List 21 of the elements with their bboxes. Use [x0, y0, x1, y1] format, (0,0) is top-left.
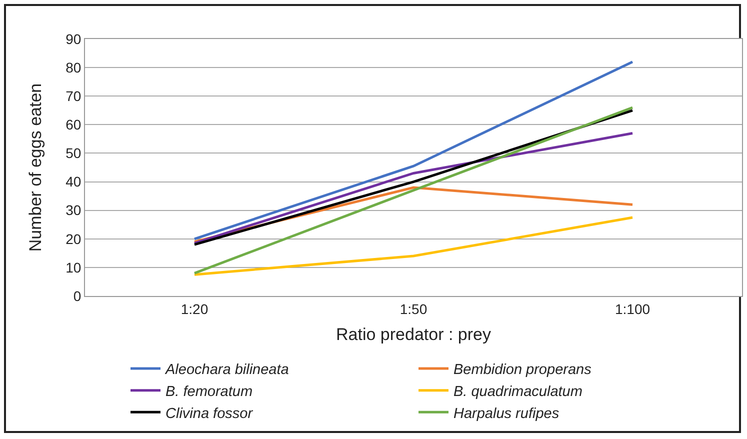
x-axis-title: Ratio predator : prey [336, 325, 492, 344]
y-tick-label: 80 [66, 59, 82, 76]
y-tick-label: 10 [66, 259, 82, 276]
legend-label: B. femoratum [166, 384, 253, 400]
y-tick-label: 70 [66, 88, 82, 104]
y-tick-label: 40 [66, 174, 82, 190]
legend-label: Aleochara bilineata [164, 362, 289, 378]
legend-label: Clivina fossor [166, 406, 254, 422]
legend-label: Harpalus rufipes [454, 406, 560, 422]
x-tick-label: 1:100 [614, 300, 650, 317]
y-tick-label: 60 [66, 116, 82, 133]
y-tick-label: 20 [66, 230, 82, 247]
legend-label: Bembidion properans [454, 362, 592, 378]
y-tick-label: 30 [66, 202, 82, 218]
x-tick-label: 1:20 [180, 300, 208, 317]
y-tick-label: 50 [66, 145, 82, 162]
y-tick-label: 90 [66, 30, 82, 47]
legend-label: B. quadrimaculatum [454, 384, 582, 400]
y-axis-title: Number of eggs eaten [26, 83, 45, 252]
x-tick-label: 1:50 [400, 300, 428, 317]
y-tick-label: 0 [73, 288, 82, 304]
